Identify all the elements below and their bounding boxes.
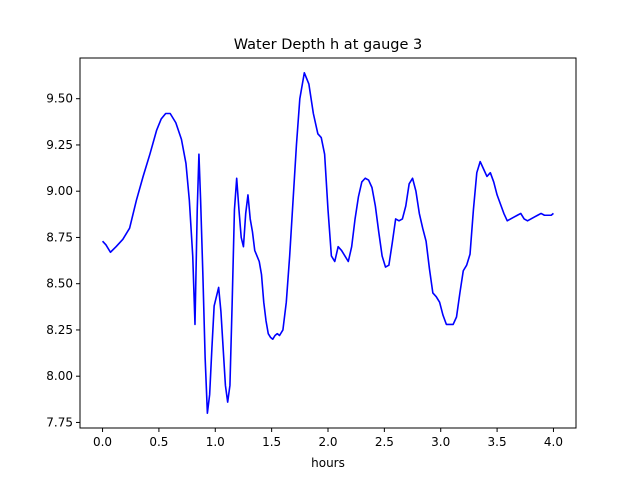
y-tick-label: 9.25 <box>46 138 73 152</box>
x-tick-label: 4.0 <box>544 435 563 449</box>
x-tick-label: 0.0 <box>93 435 112 449</box>
x-tick-label: 1.5 <box>262 435 281 449</box>
y-tick-label: 8.25 <box>46 323 73 337</box>
x-tick-label: 2.5 <box>375 435 394 449</box>
x-tick-label: 2.0 <box>318 435 337 449</box>
x-tick-label: 3.0 <box>431 435 450 449</box>
y-tick-label: 9.50 <box>46 92 73 106</box>
y-tick-label: 8.00 <box>46 369 73 383</box>
x-axis-label: hours <box>311 456 345 470</box>
y-tick-label: 9.00 <box>46 184 73 198</box>
x-tick-label: 0.5 <box>149 435 168 449</box>
y-axis: 7.75 8.00 8.25 8.50 8.75 9.00 9.25 9.50 <box>46 92 80 429</box>
y-tick-label: 8.75 <box>46 230 73 244</box>
chart-title: Water Depth h at gauge 3 <box>234 37 422 53</box>
y-tick-label: 7.75 <box>46 415 73 429</box>
x-tick-label: 1.0 <box>206 435 225 449</box>
y-tick-label: 8.50 <box>46 277 73 291</box>
x-axis: 0.0 0.5 1.0 1.5 2.0 2.5 3.0 3.5 4.0 <box>93 428 563 449</box>
series-layer <box>101 72 554 415</box>
x-tick-label: 3.5 <box>488 435 507 449</box>
series-line-0 <box>101 72 554 415</box>
